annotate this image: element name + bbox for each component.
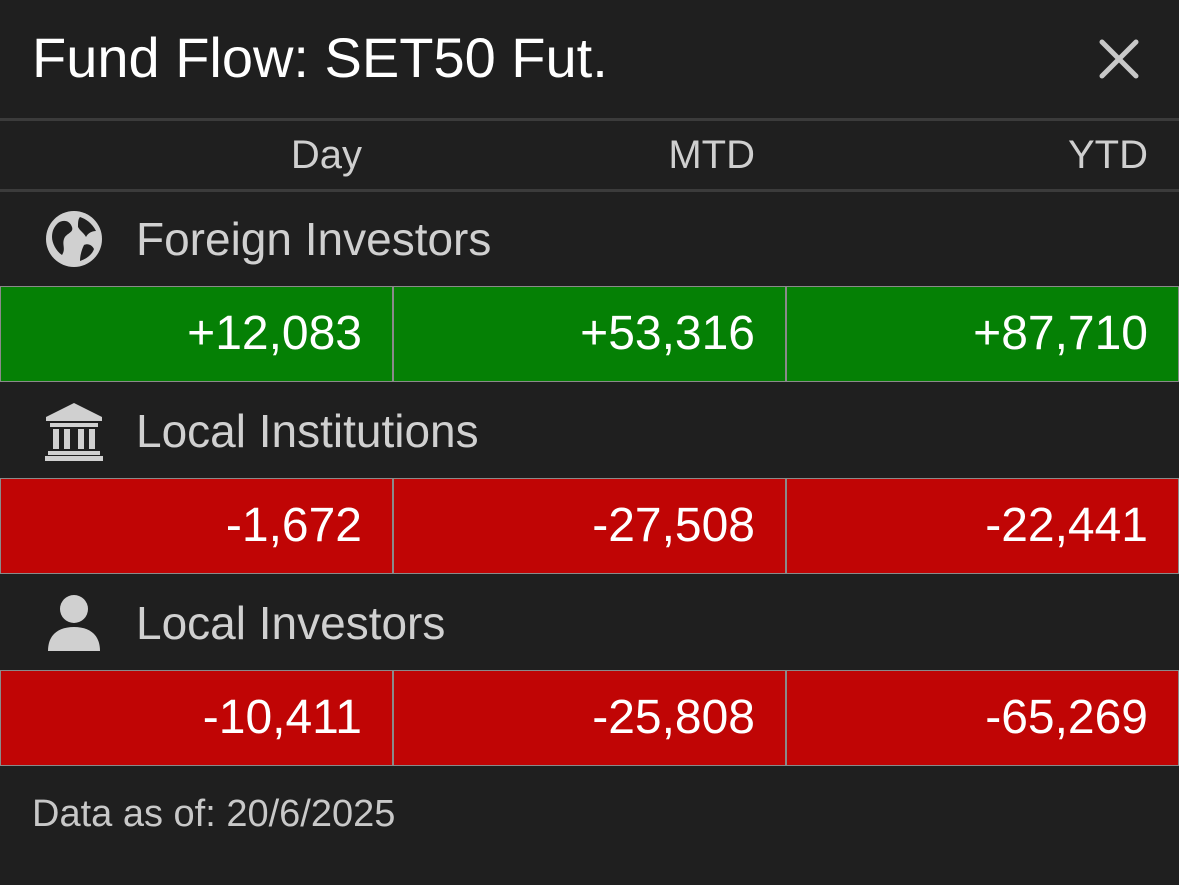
value-institutions-day: -1,672	[225, 499, 362, 552]
column-divider	[0, 189, 1179, 192]
value-institutions-ytd: -22,441	[985, 499, 1148, 552]
cell-foreign-day[interactable]: +12,083	[0, 286, 393, 382]
value-foreign-mtd: +53,316	[580, 307, 755, 360]
cell-local-mtd[interactable]: -25,808	[393, 670, 786, 766]
close-button[interactable]	[1094, 34, 1144, 84]
group-label-local-institutions: Local Institutions	[136, 405, 479, 457]
close-icon	[1099, 39, 1139, 79]
column-header-ytd: YTD	[1068, 133, 1148, 177]
value-local-mtd: -25,808	[592, 691, 755, 744]
values-row-local-institutions: -1,672 -27,508 -22,441	[0, 478, 1179, 574]
cell-local-day[interactable]: -10,411	[0, 670, 393, 766]
value-local-ytd: -65,269	[985, 691, 1148, 744]
group-local-investors: Local Investors	[0, 576, 1179, 670]
value-institutions-mtd: -27,508	[592, 499, 755, 552]
column-header-day: Day	[290, 133, 362, 177]
value-foreign-ytd: +87,710	[973, 307, 1148, 360]
cell-foreign-ytd[interactable]: +87,710	[786, 286, 1179, 382]
data-as-of-label: Data as of: 20/6/2025	[32, 793, 396, 835]
globe-icon	[44, 209, 104, 269]
group-label-foreign-investors: Foreign Investors	[136, 213, 492, 265]
cell-institutions-mtd[interactable]: -27,508	[393, 478, 786, 574]
cell-institutions-day[interactable]: -1,672	[0, 478, 393, 574]
value-foreign-day: +12,083	[187, 307, 362, 360]
value-local-day: -10,411	[202, 691, 362, 744]
panel-title: Fund Flow: SET50 Fut.	[32, 26, 608, 89]
group-local-institutions: Local Institutions	[0, 384, 1179, 478]
cell-institutions-ytd[interactable]: -22,441	[786, 478, 1179, 574]
column-header-mtd: MTD	[668, 133, 755, 177]
bank-icon	[44, 401, 104, 461]
cell-foreign-mtd[interactable]: +53,316	[393, 286, 786, 382]
group-label-local-investors: Local Investors	[136, 597, 446, 649]
values-row-local-investors: -10,411 -25,808 -65,269	[0, 670, 1179, 766]
values-row-foreign-investors: +12,083 +53,316 +87,710	[0, 286, 1179, 382]
panel-header: Fund Flow: SET50 Fut.	[0, 0, 1179, 118]
column-headers: Day MTD YTD	[0, 121, 1179, 189]
group-foreign-investors: Foreign Investors	[0, 192, 1179, 286]
person-icon	[44, 593, 104, 653]
header-divider	[0, 118, 1179, 121]
cell-local-ytd[interactable]: -65,269	[786, 670, 1179, 766]
